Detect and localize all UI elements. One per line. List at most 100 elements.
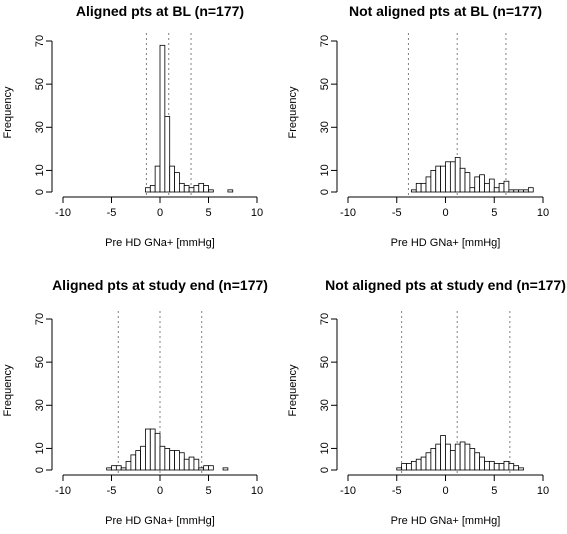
x-tick-label: 10 — [537, 485, 549, 497]
histogram-bar — [106, 467, 112, 471]
x-tick-label: 5 — [491, 207, 497, 219]
x-axis-label: Pre HD GNa+ [mmHg] — [105, 237, 215, 249]
y-tick-label: 0 — [319, 189, 331, 195]
histogram-bar — [115, 465, 122, 471]
histogram-bar — [469, 448, 476, 471]
histogram-bar — [503, 460, 510, 471]
histogram-panel-1: Aligned pts at BL (n=177) -10 -5 0 5 10 0 10 30 5… — [2, 3, 263, 249]
histogram-bar — [415, 182, 422, 193]
histogram-bar — [469, 187, 476, 193]
histogram-bar — [159, 445, 166, 471]
y-tick-label: 10 — [34, 164, 46, 176]
histogram-bar — [222, 467, 229, 471]
histogram-bar — [498, 182, 505, 193]
histogram-bar — [164, 448, 171, 471]
y-tick-label: 70 — [319, 35, 331, 47]
y-tick-label: 30 — [34, 121, 46, 133]
histogram-bar — [479, 456, 485, 471]
panel-title: Not aligned pts at BL (n=177) — [349, 3, 542, 19]
x-tick-label: -5 — [107, 485, 117, 497]
histogram-bar — [474, 452, 481, 471]
histogram-bar — [174, 450, 180, 471]
histogram-bar — [425, 176, 432, 193]
x-tick-label: -5 — [392, 485, 402, 497]
histogram-bar — [145, 428, 151, 471]
histogram-bar — [198, 182, 205, 193]
histogram-bar — [493, 187, 500, 193]
histogram-bar — [227, 189, 234, 193]
histogram-bar — [203, 185, 209, 193]
histogram-bar — [459, 167, 466, 193]
x-tick-label: -10 — [55, 485, 71, 497]
x-tick-label: -10 — [340, 207, 356, 219]
y-tick-label: 70 — [34, 313, 46, 325]
y-tick-label: 30 — [319, 399, 331, 411]
histogram-bar — [445, 161, 451, 193]
x-tick-label: 5 — [491, 485, 497, 497]
histogram-bar — [445, 443, 451, 471]
y-axis-label: Frequency — [2, 364, 14, 416]
x-tick-label: 0 — [442, 207, 448, 219]
histogram-bar — [435, 165, 442, 193]
x-tick-label: -5 — [392, 207, 402, 219]
y-tick-label: 10 — [319, 442, 331, 454]
histogram-bar — [430, 170, 437, 193]
histogram-bar — [430, 448, 437, 471]
histogram-bar — [125, 460, 132, 471]
histogram-bar — [513, 189, 520, 193]
histogram-bar — [527, 187, 534, 193]
histogram-bar — [493, 463, 500, 471]
histogram-bar — [149, 185, 156, 193]
histogram-bar — [135, 450, 141, 471]
histogram-bar — [130, 454, 137, 471]
y-tick-label: 50 — [34, 78, 46, 90]
panel-title: Aligned pts at BL (n=177) — [76, 3, 244, 19]
histogram-panel-4: Not aligned pts at study end (n=177) -10 -… — [287, 277, 566, 527]
histogram-bar — [464, 172, 471, 193]
histogram-bar — [410, 460, 417, 471]
panel-title: Not aligned pts at study end (n=177) — [325, 277, 566, 293]
histogram-bar — [435, 443, 442, 471]
histogram-bar — [183, 185, 190, 193]
y-tick-label: 0 — [34, 189, 46, 195]
y-tick-label: 0 — [34, 467, 46, 473]
y-tick-label: 30 — [319, 121, 331, 133]
x-tick-label: -10 — [55, 207, 71, 219]
histogram-bar — [174, 172, 180, 193]
histogram-bar — [193, 185, 200, 193]
histogram-bar — [154, 432, 161, 471]
histogram-bar — [488, 460, 495, 471]
x-tick-label: -10 — [340, 485, 356, 497]
histogram-bar — [440, 165, 446, 193]
histogram-bar — [178, 452, 185, 471]
histogram-bar — [425, 452, 432, 471]
y-axis-label: Frequency — [287, 364, 299, 416]
histogram-bar — [169, 450, 175, 471]
histogram-bar — [396, 467, 403, 471]
x-tick-label: 0 — [442, 485, 448, 497]
y-tick-label: 30 — [34, 399, 46, 411]
histogram-bar — [159, 44, 166, 193]
histogram-bar — [459, 441, 466, 471]
y-tick-label: 50 — [319, 356, 331, 368]
histogram-bar — [484, 460, 490, 471]
histogram-bar — [188, 456, 195, 471]
histogram-bar — [410, 189, 417, 193]
histogram-bar — [454, 443, 461, 471]
y-tick-label: 0 — [319, 467, 331, 473]
y-axis-label: Frequency — [287, 86, 299, 138]
histogram-bar — [464, 443, 471, 471]
histogram-bar — [188, 187, 195, 193]
histogram-bar — [154, 165, 161, 193]
y-tick-label: 50 — [319, 78, 331, 90]
x-tick-label: 0 — [157, 207, 163, 219]
x-tick-label: 0 — [157, 485, 163, 497]
histogram-bar — [203, 465, 209, 471]
y-tick-label: 50 — [34, 356, 46, 368]
histogram-bar — [140, 445, 146, 471]
histogram-bar — [440, 435, 446, 471]
histogram-bar — [513, 465, 520, 471]
x-tick-label: 5 — [205, 207, 211, 219]
x-tick-label: 10 — [251, 485, 263, 497]
